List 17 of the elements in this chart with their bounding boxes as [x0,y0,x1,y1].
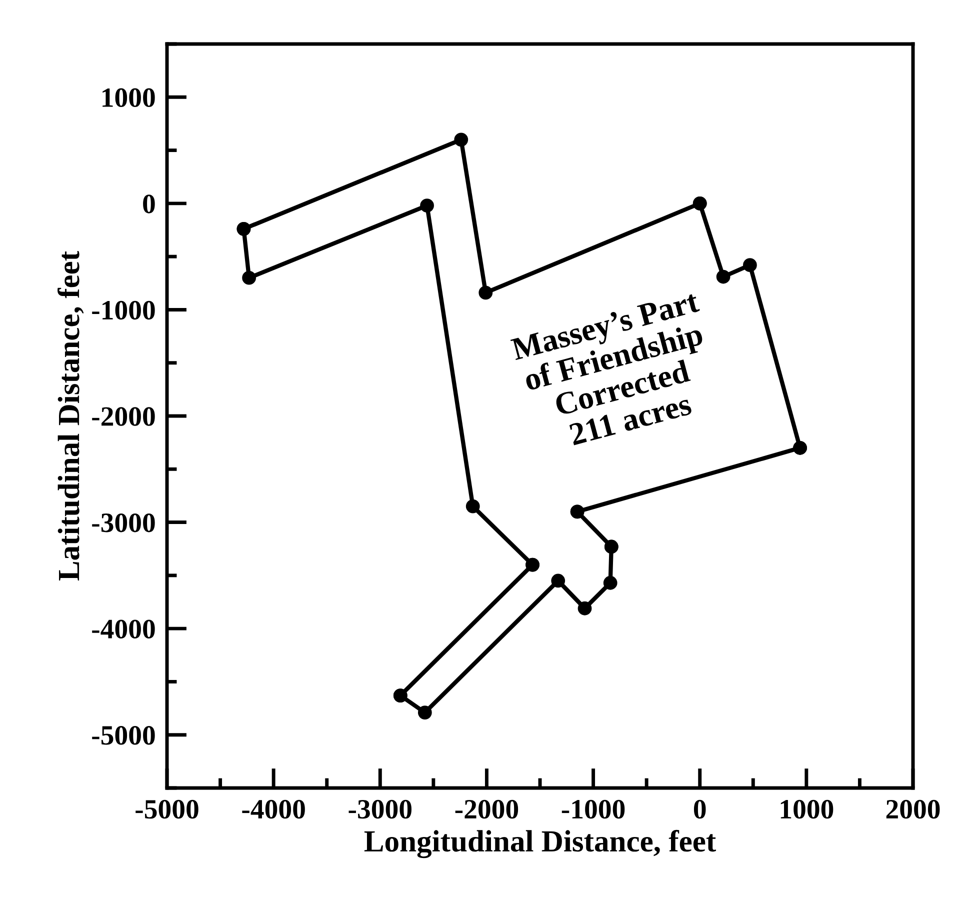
y-tick-label: -1000 [92,300,155,320]
x-tick-label: 1000 [780,800,834,819]
x-tick-label: -2000 [455,800,518,819]
y-tick-label: -4000 [92,620,155,638]
x-tick-label: -3000 [348,800,412,819]
y-tick-label: -5000 [92,726,155,745]
x-tick-label: 0 [694,800,706,819]
x-axis-title: Longitudinal Distance, feet [364,830,716,858]
x-tick-label: -5000 [136,800,198,819]
y-axis-title: Latitudinal Distance, feet [58,251,84,581]
y-tick-label: 0 [143,194,155,214]
x-tick-label: 2000 [886,800,940,819]
x-tick-label: -4000 [242,800,305,819]
x-tick-label: -1000 [562,800,625,819]
y-tick-label: 1000 [102,88,155,108]
y-tick-label: -3000 [92,513,155,532]
y-tick-label: -2000 [92,407,155,426]
